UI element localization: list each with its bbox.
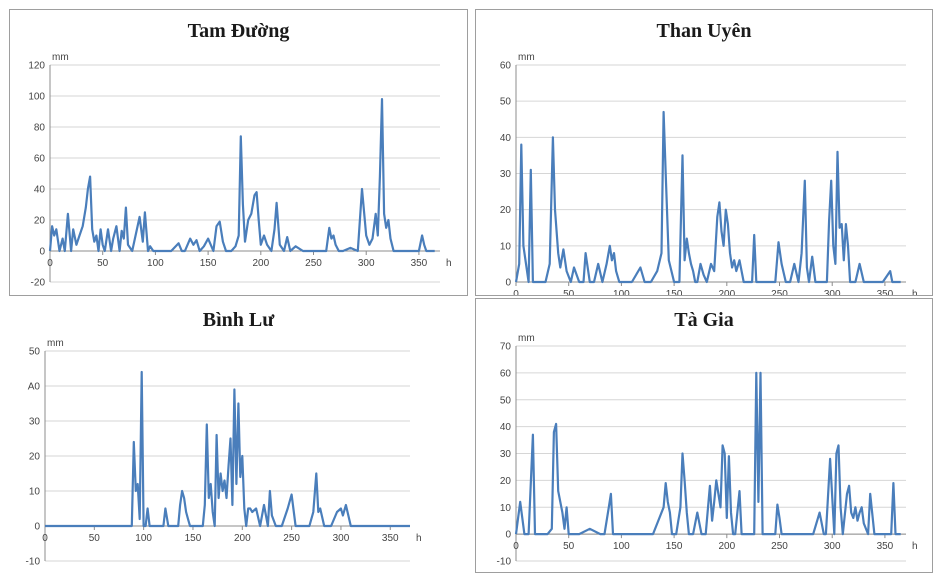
x-tick-label: 150 [185, 533, 202, 544]
chart-plot-than-uyen: 0 10 20 30 40 50 60 0 50 100 150 200 250 300 350 mm h [476, 10, 932, 295]
x-axis-unit-label: h [912, 289, 918, 295]
y-tick-label: 0 [39, 247, 45, 258]
x-tick-label: 300 [358, 258, 375, 269]
x-tick-label: 300 [824, 541, 841, 552]
y-axis-unit-label: mm [518, 333, 535, 344]
y-tick-label: 80 [34, 123, 46, 134]
x-tick-label: 100 [613, 289, 630, 295]
chart-panel-ta-gia: -10 0 10 20 30 40 50 60 70 0 50 100 150 200 250 300 350 m… [475, 298, 933, 573]
y-tick-label: 0 [34, 522, 40, 533]
y-tick-label: 20 [500, 476, 512, 487]
y-axis-unit-label: mm [52, 52, 69, 63]
chart-plot-binh-lu: -10 0 10 20 30 A0 50 0 50 100 150 200 250 300 350 mm h [10, 299, 467, 572]
y-tick-label: 50 [500, 395, 512, 406]
chart-panel-tam-duong: -20 0 20 40 60 80 100 120 0 50 100 150 200 250 300 350 m… [9, 9, 468, 296]
x-tick-label: 350 [411, 258, 428, 269]
y-axis-unit-label: mm [47, 338, 64, 349]
x-tick-label: 0 [42, 533, 48, 544]
x-tick-label: 300 [824, 289, 841, 295]
series-line [45, 372, 410, 526]
y-tick-label: 20 [29, 452, 41, 463]
y-tick-label: 100 [28, 92, 45, 103]
x-tick-label: 200 [234, 533, 251, 544]
y-axis-unit-label: mm [518, 52, 535, 63]
x-tick-label: 350 [877, 541, 894, 552]
x-tick-label: 200 [718, 541, 735, 552]
y-tick-label: 30 [500, 449, 512, 460]
y-tick-label: 40 [500, 133, 512, 144]
x-tick-label: 350 [382, 533, 399, 544]
x-tick-label: 100 [613, 541, 630, 552]
x-tick-label: 200 [718, 289, 735, 295]
x-tick-label: 350 [877, 289, 894, 295]
x-tick-label: 0 [47, 258, 53, 269]
x-tick-label: 50 [563, 289, 575, 295]
y-tick-label: 10 [500, 241, 512, 252]
x-tick-label: 100 [147, 258, 164, 269]
chart-panel-binh-lu: -10 0 10 20 30 A0 50 0 50 100 150 200 250 300 350 mm h B… [9, 298, 468, 573]
y-tick-label: 60 [500, 61, 512, 72]
x-axis-unit-label: h [446, 258, 452, 269]
y-tick-label: 20 [34, 216, 46, 227]
x-tick-label: 200 [252, 258, 269, 269]
x-tick-label: 250 [283, 533, 300, 544]
x-tick-label: 0 [513, 289, 519, 295]
x-tick-label: 50 [89, 533, 101, 544]
x-tick-label: 0 [513, 541, 519, 552]
y-tick-label: -20 [31, 278, 46, 289]
y-tick-label: 30 [29, 417, 41, 428]
chart-title: Tam Đường [10, 20, 467, 43]
y-tick-label: 70 [500, 342, 512, 353]
x-axis-unit-label: h [416, 533, 422, 544]
chart-title: Than Uyên [476, 20, 932, 43]
y-tick-label: A0 [28, 382, 41, 393]
y-tick-label: 40 [500, 422, 512, 433]
x-tick-label: 50 [97, 258, 109, 269]
x-tick-label: 150 [200, 258, 217, 269]
y-tick-label: 50 [500, 97, 512, 108]
x-tick-label: 100 [135, 533, 152, 544]
x-tick-label: 150 [666, 289, 683, 295]
y-tick-label: 10 [29, 487, 41, 498]
y-tick-label: 0 [505, 278, 511, 289]
chart-title: Tà Gia [476, 309, 932, 332]
y-tick-label: -10 [497, 557, 512, 568]
y-tick-label: 60 [500, 368, 512, 379]
x-tick-label: 150 [666, 541, 683, 552]
y-tick-label: 30 [500, 169, 512, 180]
y-tick-label: 20 [500, 205, 512, 216]
chart-title: Bình Lư [10, 309, 467, 332]
x-tick-label: 250 [771, 289, 788, 295]
y-tick-label: 120 [28, 61, 45, 72]
y-tick-label: 50 [29, 347, 41, 358]
x-tick-label: 250 [771, 541, 788, 552]
x-tick-label: 300 [333, 533, 350, 544]
series-line [50, 99, 435, 251]
x-axis-unit-label: h [912, 541, 918, 552]
x-tick-label: 50 [563, 541, 575, 552]
y-tick-label: 40 [34, 185, 46, 196]
chart-panel-than-uyen: 0 10 20 30 40 50 60 0 50 100 150 200 250 300 350 mm h Th… [475, 9, 933, 296]
y-tick-label: 60 [34, 154, 46, 165]
y-tick-label: -10 [26, 557, 41, 568]
y-tick-label: 10 [500, 503, 512, 514]
y-tick-label: 0 [505, 530, 511, 541]
x-tick-label: 250 [305, 258, 322, 269]
